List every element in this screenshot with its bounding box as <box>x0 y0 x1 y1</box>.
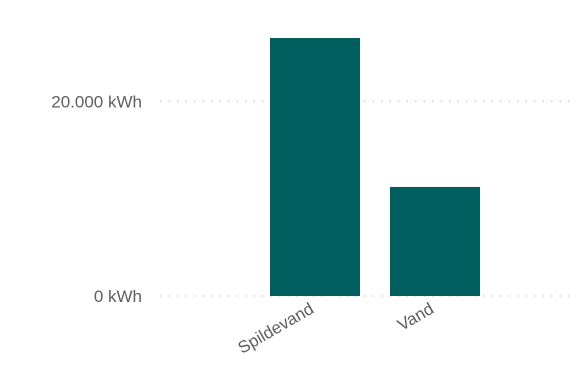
y-axis-ticks: 0 kWh 20.000 kWh <box>51 92 142 306</box>
x-category-label-vand: Vand <box>394 299 437 335</box>
bar-spildevand[interactable] <box>270 38 360 296</box>
y-tick-label-1: 20.000 kWh <box>51 92 142 111</box>
y-tick-label-0: 0 kWh <box>94 287 142 306</box>
x-category-label-spildevand: Spildevand <box>235 299 317 358</box>
bar-vand[interactable] <box>390 186 480 296</box>
bars <box>270 38 480 296</box>
x-axis-categories: Spildevand Vand <box>235 299 437 358</box>
gridlines <box>160 100 576 297</box>
